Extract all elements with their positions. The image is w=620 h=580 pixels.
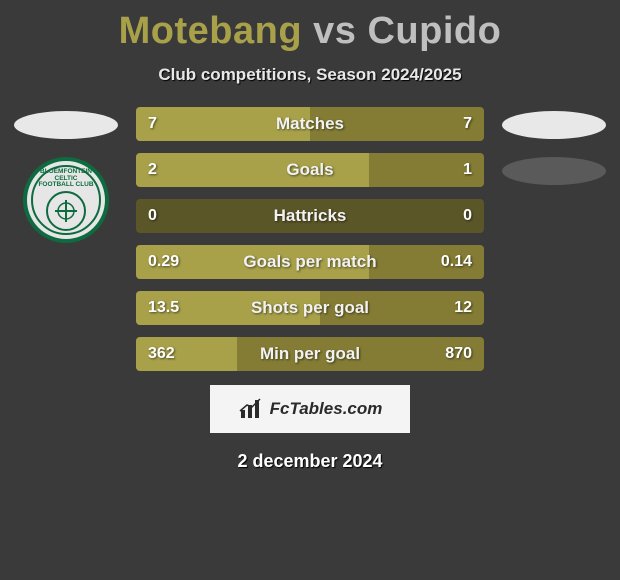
logo-text: FcTables.com: [270, 399, 383, 419]
bar-left: [136, 245, 369, 279]
player1-club-badge: BLOEMFONTEIN CELTIC FOOTBALL CLUB: [23, 157, 109, 243]
chart-icon: [238, 396, 264, 422]
player1-name: Motebang: [119, 10, 302, 52]
fctables-logo: FcTables.com: [210, 385, 410, 433]
comparison-title: Motebang vs Cupido: [10, 10, 610, 53]
right-player-column: [498, 107, 610, 185]
club-badge-inner: [46, 191, 86, 231]
bar-right: [320, 291, 484, 325]
club-badge-text: BLOEMFONTEIN CELTIC FOOTBALL CLUB: [38, 169, 93, 189]
main-row: BLOEMFONTEIN CELTIC FOOTBALL CLUB Matche…: [10, 107, 610, 371]
stats-column: Matches77 Goals21 Hattricks0 0 Goals per mat…: [136, 107, 484, 371]
bar-left: [136, 337, 237, 371]
bar-left: [136, 107, 310, 141]
stat-row: Goals per match0.290.14: [136, 245, 484, 279]
subtitle: Club competitions, Season 2024/2025: [10, 65, 610, 85]
stat-value-left: 0: [148, 207, 157, 225]
stat-label: Hattricks: [136, 206, 484, 226]
bar-left: [136, 153, 369, 187]
bar-right: [369, 245, 484, 279]
bar-right: [237, 337, 484, 371]
bar-right: [369, 153, 484, 187]
player2-club-placeholder: [502, 157, 606, 185]
player2-avatar-placeholder: [502, 111, 606, 139]
player1-avatar-placeholder: [14, 111, 118, 139]
bar-right: [310, 107, 484, 141]
player2-name: Cupido: [367, 10, 501, 52]
celtic-cross-icon: [53, 198, 79, 224]
left-player-column: BLOEMFONTEIN CELTIC FOOTBALL CLUB: [10, 107, 122, 243]
stat-row: Matches77: [136, 107, 484, 141]
bar-left: [136, 291, 320, 325]
stat-row: Shots per goal13.512: [136, 291, 484, 325]
stat-row: Goals21: [136, 153, 484, 187]
stat-value-right: 0: [463, 207, 472, 225]
stat-row: Hattricks0 0: [136, 199, 484, 233]
date-line: 2 december 2024: [10, 451, 610, 472]
vs-separator: vs: [313, 10, 356, 52]
stat-row: Min per goal362870: [136, 337, 484, 371]
